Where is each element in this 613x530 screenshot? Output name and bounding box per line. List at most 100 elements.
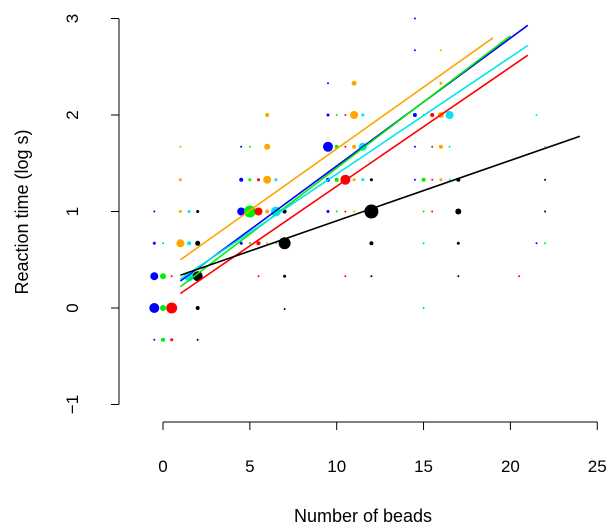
data-point <box>439 81 443 85</box>
data-point <box>422 210 425 213</box>
data-point <box>248 145 251 148</box>
x-axis: 0 5 10 15 20 25 Number of beads <box>158 421 607 526</box>
data-point <box>153 210 156 213</box>
data-point <box>239 177 244 182</box>
data-point <box>544 242 547 245</box>
data-point <box>264 143 271 150</box>
data-point <box>457 275 460 278</box>
data-point <box>179 145 182 148</box>
data-point <box>352 178 356 182</box>
data-point <box>352 144 357 149</box>
data-point <box>178 178 182 182</box>
data-point <box>187 241 192 246</box>
data-point <box>196 210 200 213</box>
data-point <box>353 210 356 213</box>
data-point <box>335 114 338 116</box>
regression-line <box>179 54 529 295</box>
regression-line <box>179 37 494 261</box>
data-point <box>361 178 365 182</box>
data-point <box>412 113 417 117</box>
x-tick-label: 20 <box>501 457 520 476</box>
data-point <box>431 210 434 213</box>
data-point <box>422 242 425 245</box>
data-point <box>445 111 454 119</box>
data-point <box>413 17 416 20</box>
data-point <box>195 240 201 246</box>
y-tick-label: −1 <box>63 395 82 414</box>
y-tick-label: 2 <box>63 110 82 119</box>
data-point <box>518 275 521 278</box>
data-point <box>257 178 260 182</box>
data-point <box>274 178 278 182</box>
data-point <box>361 113 365 117</box>
data-point <box>327 82 329 85</box>
x-axis-ticks: 0 5 10 15 20 25 <box>158 422 607 476</box>
data-point <box>254 207 263 216</box>
data-point <box>344 114 347 116</box>
data-point <box>535 114 538 116</box>
data-point <box>344 145 347 148</box>
data-point <box>544 210 547 213</box>
data-point <box>263 175 272 184</box>
data-point <box>283 308 286 310</box>
y-tick-label: 1 <box>63 207 82 216</box>
data-point <box>369 241 374 246</box>
x-tick-label: 15 <box>414 457 433 476</box>
data-point <box>351 80 357 86</box>
data-point <box>544 178 547 181</box>
data-point <box>326 210 330 213</box>
regression-line <box>179 35 511 288</box>
data-point <box>256 241 261 246</box>
regression-line <box>179 44 529 280</box>
data-point <box>195 306 200 310</box>
data-point <box>266 242 269 245</box>
data-point <box>162 242 164 245</box>
data-point <box>438 144 443 149</box>
data-point <box>413 49 416 52</box>
data-point <box>239 241 243 245</box>
data-point <box>187 210 191 213</box>
data-point <box>248 178 252 182</box>
data-point <box>456 241 460 245</box>
data-point <box>439 49 442 52</box>
data-point <box>196 338 199 341</box>
y-tick-label: 0 <box>63 303 82 312</box>
data-point <box>323 141 333 152</box>
plot-area <box>149 17 581 342</box>
data-point <box>170 338 174 342</box>
data-point <box>166 302 178 314</box>
y-tick-label: 3 <box>63 14 82 23</box>
data-point <box>334 177 339 182</box>
data-point <box>152 241 156 245</box>
data-point <box>237 207 246 216</box>
data-point <box>153 338 156 341</box>
x-tick-label: 0 <box>158 457 167 476</box>
data-point <box>350 111 359 119</box>
data-point <box>544 146 546 148</box>
data-point <box>455 208 462 215</box>
data-point <box>178 210 182 213</box>
data-point <box>170 275 173 278</box>
x-tick-label: 25 <box>588 457 607 476</box>
data-point <box>326 113 330 117</box>
data-point <box>335 210 338 213</box>
data-point <box>430 113 435 117</box>
data-point <box>344 275 347 278</box>
data-point <box>150 272 159 281</box>
data-point <box>265 209 270 214</box>
data-point <box>248 242 251 245</box>
data-point <box>240 145 243 148</box>
x-tick-label: 5 <box>245 457 254 476</box>
data-point <box>422 307 425 309</box>
x-axis-title: Number of beads <box>294 506 432 526</box>
data-point <box>344 210 347 213</box>
data-point <box>431 145 434 148</box>
data-point <box>448 178 451 181</box>
data-point <box>160 273 166 280</box>
data-point <box>283 274 287 278</box>
regression-line <box>180 135 581 276</box>
data-point <box>192 271 203 282</box>
data-point <box>448 145 451 148</box>
data-point <box>421 177 426 182</box>
